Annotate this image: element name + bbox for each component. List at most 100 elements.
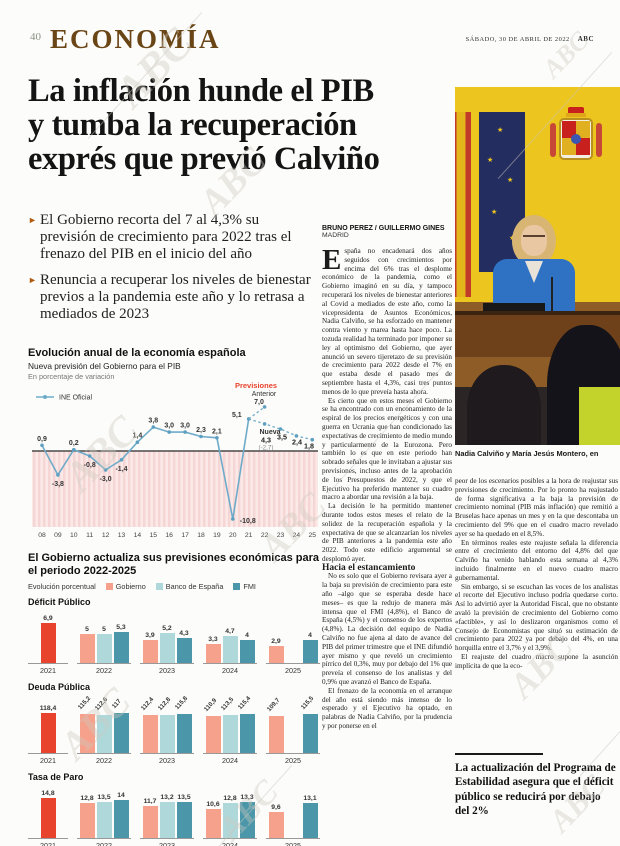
element (199, 434, 203, 439)
bar-value-label: 4,7 (225, 628, 235, 636)
bar (142, 640, 158, 664)
bar-value-label: 3,9 (145, 632, 155, 640)
element (248, 406, 265, 420)
bar (96, 634, 112, 664)
bar-value-label: 12,8 (80, 795, 94, 803)
bslot: 11,7 (142, 798, 158, 839)
bar (79, 714, 95, 754)
bar-year-group: 9,6 13,1 2025 (266, 785, 320, 846)
element (294, 434, 299, 438)
bar (302, 714, 318, 754)
bar (176, 802, 192, 839)
bar-year-label: 2021 (40, 666, 56, 676)
element: -0,8 (84, 462, 96, 469)
element: 22 (261, 532, 269, 539)
legend-label: FMI (243, 582, 256, 592)
bbars: 14,8 (28, 785, 68, 840)
photo-person-glasses (523, 235, 545, 242)
bar-year-group: 109,7 115,5 2025 (265, 695, 320, 765)
bar (239, 714, 255, 754)
bullet-arrow-icon: ► (28, 215, 37, 225)
element (41, 418, 250, 520)
bbars: 10,6 12,8 13,3 (203, 785, 257, 840)
article-column-2: peor de los escenarios posibles a la hor… (455, 477, 618, 749)
brand-logo: ABC (577, 35, 594, 43)
bar (113, 800, 129, 839)
element: 09 (54, 532, 62, 539)
element: -10,8 (240, 518, 256, 525)
paragraph: Sin embargo, si se escuchan las voces de… (455, 582, 618, 653)
bar (96, 715, 112, 754)
element (550, 123, 556, 157)
bslot: 115,2 (76, 695, 95, 754)
bslot: 109,7 (265, 697, 284, 754)
bar-year-group: 110,9 113,5 115,4 2024 (202, 695, 257, 765)
bullet-item: ► Renuncia a recuperar los niveles de bie… (28, 272, 316, 323)
bar-year-label: 2021 (40, 841, 56, 846)
element: 08 (38, 532, 46, 539)
legend-item-fmi: FMI (233, 582, 256, 591)
bar-year-label: 2022 (96, 841, 112, 846)
element: 12 (102, 532, 110, 539)
element: 3,0 (180, 423, 190, 430)
legend-item-banco: Banco de España (155, 582, 224, 592)
element (550, 107, 602, 160)
element (566, 113, 586, 117)
bar-value-label: 14 (117, 792, 125, 800)
bar-value-label: 13,5 (97, 794, 111, 802)
bar (159, 633, 175, 664)
legend-label: Banco de España (165, 582, 224, 592)
bar (205, 644, 221, 664)
element (72, 447, 76, 452)
line-chart-unit: En porcentaje de variación (28, 372, 115, 381)
bar-value-label: 110,9 (202, 697, 218, 714)
bslot: 5,3 (113, 624, 129, 664)
bar (96, 802, 112, 839)
bar-year-group: 12,8 13,5 14 2022 (77, 785, 131, 846)
bar (302, 640, 318, 664)
element: INE Oficial 0,9 -3,8 0,2 -0,8 -3,0-1,4 1,4 3,8 3… (32, 381, 318, 539)
bslot: 10,6 (205, 801, 221, 839)
bar (176, 714, 192, 754)
bbars: 112,4 112,8 115,8 (139, 695, 194, 755)
headline: La inflación hunde el PIB y tumba la rec… (28, 74, 460, 176)
date-text: SÁBADO, 30 DE ABRIL DE 2022 (465, 36, 570, 43)
bar-value-label: 112,4 (139, 696, 155, 713)
bbars: 115,2 112,6 117 (76, 695, 131, 755)
bar-value-label: 5 (102, 626, 106, 634)
element (56, 473, 60, 477)
bslot: 5 (79, 626, 95, 664)
bar-year-group: 14,8 2021 (28, 785, 68, 846)
brow: Tasa de Paro 14,8 2021 12,8 13,5 14 2022 11,7 13… (28, 772, 320, 846)
bullet-text: El Gobierno recorta del 7 al 4,3% su pre… (40, 212, 292, 262)
paragraph: El reajuste del cuadro macro supone la a… (455, 652, 618, 670)
bslot: 115,8 (173, 695, 192, 754)
bar-value-label: 5 (85, 626, 89, 634)
element (248, 418, 313, 441)
element (87, 454, 92, 458)
star-icon: ★ (497, 126, 504, 134)
element: 19 (213, 532, 221, 539)
bar-year-group: 11,7 13,2 13,5 2023 (140, 785, 194, 846)
bar-year-group: 5 5 5,3 2022 (77, 610, 131, 675)
bslot: 110,9 (202, 697, 221, 754)
bar (239, 640, 255, 664)
bbars: 5 5 5,3 (77, 610, 131, 665)
bbars: 12,8 13,5 14 (77, 785, 131, 840)
element (310, 437, 315, 442)
news-photo: ★ ★ ★ ★ ★ (455, 87, 620, 445)
bar (142, 715, 158, 754)
bar-row-label: Tasa de Paro (28, 772, 84, 783)
spain-coat-of-arms (548, 105, 604, 206)
article-body-2: peor de los escenarios posibles a la hor… (455, 477, 618, 671)
bar-value-label: 115,8 (173, 695, 189, 712)
dropcap: E (322, 244, 342, 276)
paragraph: La decisión le ha permitido mantener dur… (322, 502, 452, 563)
bar (268, 812, 284, 839)
bar-value-label: 6,9 (43, 615, 53, 623)
bar-year-label: 2022 (96, 666, 112, 676)
bar (176, 638, 192, 664)
bgroups: 6,9 2021 5 5 5,3 2022 3,9 5,2 4,3 2023 3,3 4,7 4 2024… (28, 610, 320, 675)
bullet-text: Renuncia a recuperar los niveles de bien… (40, 271, 311, 322)
